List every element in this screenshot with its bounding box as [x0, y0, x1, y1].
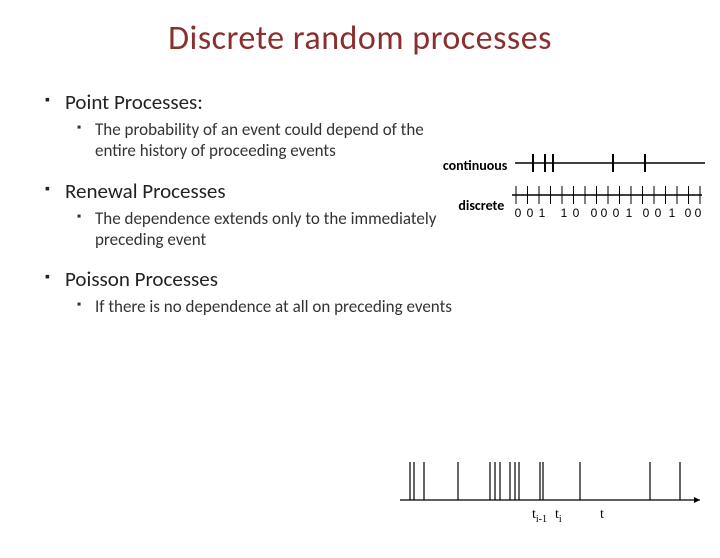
- svg-text:0: 0: [515, 206, 522, 220]
- svg-text:0: 0: [601, 206, 608, 220]
- heading-renewal-processes: Renewal Processes: [45, 178, 720, 204]
- svg-text:0: 0: [695, 206, 702, 220]
- continuous-svg: [515, 153, 705, 177]
- page-title: Discrete random processes: [0, 18, 720, 59]
- sub-point-processes: The probability of an event could depend…: [77, 119, 465, 162]
- svg-text:0: 0: [655, 206, 662, 220]
- svg-text:1: 1: [561, 206, 568, 220]
- svg-text:0: 0: [591, 206, 598, 220]
- sub-poisson-processes: If there is no dependence at all on prec…: [77, 296, 465, 317]
- heading-poisson-processes: Poisson Processes: [45, 266, 720, 292]
- svg-text:1: 1: [669, 206, 676, 220]
- sub-renewal-processes: The dependence extends only to the immed…: [77, 208, 465, 251]
- svg-text:1: 1: [626, 206, 633, 220]
- svg-text:0: 0: [573, 206, 580, 220]
- svg-text:0: 0: [527, 206, 534, 220]
- bullet-list: Point Processes: The probability of an e…: [45, 89, 720, 317]
- svg-text:ti-1: ti-1: [532, 507, 547, 525]
- svg-text:1: 1: [539, 206, 546, 220]
- bottom-diagram: ti-1 ti t: [400, 458, 710, 533]
- bottom-svg: ti-1 ti t: [400, 458, 700, 533]
- svg-text:0: 0: [613, 206, 620, 220]
- svg-text:0: 0: [643, 206, 650, 220]
- heading-point-processes: Point Processes:: [45, 89, 720, 115]
- svg-text:t: t: [600, 507, 604, 522]
- svg-text:ti: ti: [555, 507, 562, 525]
- svg-text:0: 0: [685, 206, 692, 220]
